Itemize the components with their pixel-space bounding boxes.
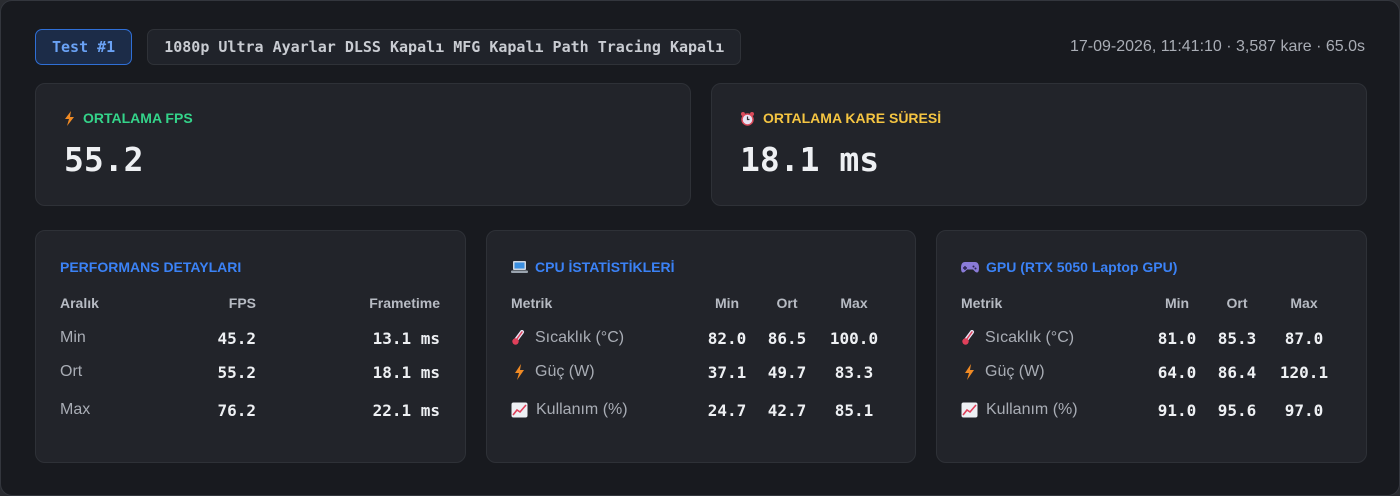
col-metric: Metrik [961, 295, 1003, 311]
chart-increasing-icon [511, 402, 528, 418]
avg-value: 95.6 [1217, 400, 1257, 420]
test-meta: 17-09-2026, 11:41:10 · 3,587 kare · 65.0… [1069, 38, 1365, 55]
avg-fps-value: 55.2 [64, 140, 144, 179]
table-row: Kullanım (%) 91.0 95.6 97.0 [961, 391, 1331, 429]
frametime-value: 18.1 ms [372, 362, 440, 382]
avg-value: 86.5 [767, 328, 807, 348]
max-value: 83.3 [834, 362, 874, 382]
col-metric: Metrik [511, 295, 553, 311]
performance-table: Aralık FPS Frametime Min 45.2 13.1 ms Or… [60, 291, 440, 429]
avg-fps-label: ORTALAMA FPS [83, 110, 193, 126]
avg-frametime-value: 18.1 ms [740, 140, 880, 179]
min-value: 24.7 [707, 400, 747, 420]
table-row: Sıcaklık (°C) 82.0 86.5 100.0 [511, 315, 881, 353]
col-max: Max [1290, 295, 1318, 311]
metric-label: Kullanım (%) [536, 401, 628, 418]
performance-panel: PERFORMANS DETAYLARI Aralık FPS Frametim… [35, 230, 466, 463]
col-avg: Ort [776, 295, 798, 311]
avg-frametime-card: ORTALAMA KARE SÜRESİ 18.1 ms [711, 83, 1367, 206]
cpu-table: Metrik Min Ort Max Sıcaklık (°C) 82.0 86… [511, 291, 881, 429]
max-value: 85.1 [834, 400, 874, 420]
performance-title: PERFORMANS DETAYLARI [60, 259, 242, 275]
min-value: 81.0 [1157, 328, 1197, 348]
col-frametime: Frametime [369, 295, 440, 311]
alarm-clock-icon [740, 111, 755, 126]
min-value: 82.0 [707, 328, 747, 348]
max-value: 100.0 [829, 328, 879, 348]
col-fps: FPS [228, 295, 256, 311]
max-value: 87.0 [1284, 328, 1324, 348]
col-min: Min [714, 295, 740, 311]
avg-frametime-label: ORTALAMA KARE SÜRESİ [763, 110, 942, 126]
metric-label: Sıcaklık (°C) [535, 329, 625, 346]
row-label: Ort [60, 363, 83, 380]
metric-label: Güç (W) [985, 363, 1045, 380]
lightning-icon [961, 364, 977, 380]
result-header: Test #1 1080p Ultra Ayarlar DLSS Kapalı … [35, 29, 1365, 65]
table-row: Güç (W) 37.1 49.7 83.3 [511, 353, 881, 391]
frametime-value: 13.1 ms [372, 328, 440, 348]
min-value: 64.0 [1157, 362, 1197, 382]
cpu-title: CPU İSTATİSTİKLERİ [535, 259, 675, 275]
max-value: 120.1 [1279, 362, 1329, 382]
col-range: Aralık [60, 295, 99, 311]
laptop-icon [511, 260, 528, 274]
test-badge[interactable]: Test #1 [35, 29, 133, 65]
chart-increasing-icon [961, 402, 978, 418]
table-row: Min 45.2 13.1 ms [60, 315, 440, 353]
gpu-panel: GPU (RTX 5050 Laptop GPU) Metrik Min Ort… [936, 230, 1367, 463]
col-min: Min [1164, 295, 1190, 311]
table-row: Güç (W) 64.0 86.4 120.1 [961, 353, 1331, 391]
gamepad-icon [961, 261, 979, 274]
min-value: 37.1 [707, 362, 747, 382]
gpu-title: GPU (RTX 5050 Laptop GPU) [986, 259, 1178, 275]
avg-fps-card: ORTALAMA FPS 55.2 [35, 83, 691, 206]
fps-value: 76.2 [217, 400, 256, 420]
row-label: Max [60, 401, 91, 418]
thermometer-icon [961, 330, 977, 346]
frametime-value: 22.1 ms [372, 400, 440, 420]
settings-tag: 1080p Ultra Ayarlar DLSS Kapalı MFG Kapa… [147, 29, 742, 65]
table-row: Ort 55.2 18.1 ms [60, 353, 440, 391]
avg-value: 42.7 [767, 400, 807, 420]
lightning-icon [64, 110, 75, 126]
avg-value: 85.3 [1217, 328, 1257, 348]
fps-value: 45.2 [217, 328, 256, 348]
table-row: Kullanım (%) 24.7 42.7 85.1 [511, 391, 881, 429]
metric-label: Sıcaklık (°C) [985, 329, 1075, 346]
cpu-panel: CPU İSTATİSTİKLERİ Metrik Min Ort Max Sı… [486, 230, 916, 463]
row-label: Min [60, 329, 86, 346]
metric-label: Kullanım (%) [986, 401, 1078, 418]
min-value: 91.0 [1157, 400, 1197, 420]
metric-label: Güç (W) [535, 363, 595, 380]
table-row: Sıcaklık (°C) 81.0 85.3 87.0 [961, 315, 1331, 353]
fps-value: 55.2 [217, 362, 256, 382]
max-value: 97.0 [1284, 400, 1324, 420]
col-max: Max [840, 295, 868, 311]
col-avg: Ort [1226, 295, 1248, 311]
lightning-icon [511, 364, 527, 380]
thermometer-icon [511, 330, 527, 346]
table-row: Max 76.2 22.1 ms [60, 391, 440, 429]
gpu-table: Metrik Min Ort Max Sıcaklık (°C) 81.0 85… [961, 291, 1331, 429]
avg-value: 49.7 [767, 362, 807, 382]
avg-value: 86.4 [1217, 362, 1257, 382]
